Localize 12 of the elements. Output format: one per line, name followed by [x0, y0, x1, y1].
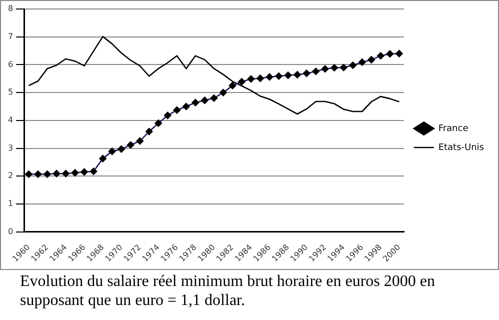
y-tick-label: 8 [8, 4, 14, 14]
y-tick-label: 1 [8, 199, 14, 208]
legend-label: France [438, 124, 469, 134]
legend-label: Etats-Unis [438, 142, 484, 153]
y-tick-label: 2 [8, 171, 14, 180]
y-tick-label: 6 [8, 60, 14, 69]
text: Evolution du salaire réel minimum brut horaire en euros 2000 en supposant que un euro = 1,1 dollar. [20, 272, 436, 310]
y-tick-label: 0 [8, 226, 14, 236]
y-tick-label: 7 [8, 32, 14, 41]
y-tick-label: 4 [8, 115, 14, 124]
y-tick-label: 3 [8, 143, 14, 152]
y-tick-label: 5 [8, 88, 14, 97]
